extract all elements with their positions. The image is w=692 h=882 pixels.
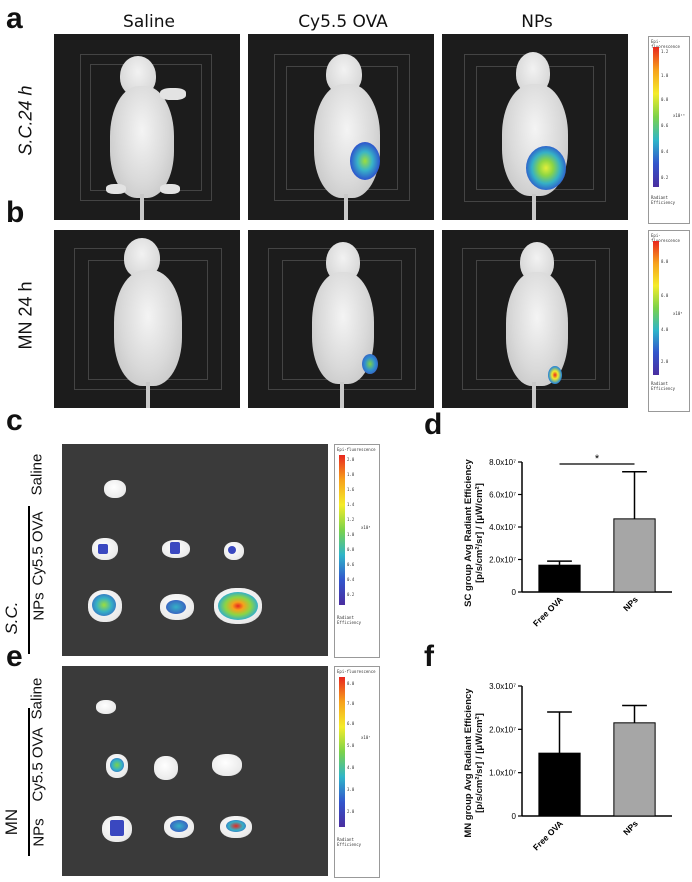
colorbar-e-tick: 4.0 <box>347 765 355 770</box>
colorbar-a-tick: 1.0 <box>661 73 669 78</box>
colorbar-c-tick: 1.8 <box>347 472 355 477</box>
colorbar-b-tick: 2.0 <box>661 359 669 364</box>
panel-letter-a: a <box>6 2 23 35</box>
colorbar-c-tick: 2.0 <box>347 457 355 462</box>
organ-row-label-cy55-ova: Cy5.5 OVA <box>29 727 47 802</box>
chart-f-category-label: NPs <box>621 818 640 837</box>
chart-f-y-tick-label: 0 <box>512 812 517 821</box>
colorbar-e-tick: 5.0 <box>347 743 355 748</box>
image-a-cy55-ova <box>248 34 434 220</box>
colorbar-c-tick: 1.2 <box>347 517 355 522</box>
colorbar-b-tick: 4.0 <box>661 327 669 332</box>
panel-letter-b: b <box>6 196 25 229</box>
group-divider-e <box>28 708 30 856</box>
colorbar-b-title: Epi-fluorescence <box>651 233 680 243</box>
image-a-nps <box>442 34 628 220</box>
colorbar-a-tick: 0.6 <box>661 123 669 128</box>
column-header-saline: Saline <box>123 12 175 32</box>
panel-letter-c: c <box>6 404 23 437</box>
colorbar-b-footer: Radiant Efficiency <box>651 381 676 391</box>
column-header-cy55-ova: Cy5.5 OVA <box>298 12 388 32</box>
colorbar-b-tick: 8.0 <box>661 259 669 264</box>
colorbar-c-tick: 0.2 <box>347 592 355 597</box>
organ-row-label-nps: NPs <box>30 592 48 621</box>
colorbar-c-title: Epi-fluorescence <box>337 447 376 452</box>
colorbar-a-tick: 1.2 <box>661 49 669 54</box>
colorbar-e-tick: 3.0 <box>347 787 355 792</box>
colorbar-c-tick: 1.6 <box>347 487 355 492</box>
panel-letter-d: d <box>424 408 443 441</box>
chart-d-bar <box>613 518 656 593</box>
chart-d: 0 2.0x10⁷ 4.0x10⁷ 6.0x10⁷ 8.0x10⁷ Free OVA NPs… <box>489 453 672 628</box>
colorbar-b: Epi-fluorescence 8.0 6.0 x10⁹ 4.0 2.0 Ra… <box>648 230 690 412</box>
colorbar-c-tick: 0.8 <box>347 547 355 552</box>
chart-f-y-tick-label: 1.0x10⁷ <box>489 769 516 778</box>
chart-d-y-tick-label: 0 <box>512 588 517 597</box>
colorbar-e-footer: Radiant Efficiency <box>337 837 362 847</box>
colorbar-e-title: Epi-fluorescence <box>337 669 376 674</box>
colorbar-a-tick: 0.2 <box>661 175 669 180</box>
image-a-saline <box>54 34 240 220</box>
group-label-mn: MN <box>2 808 21 836</box>
panel-letter-e: e <box>6 640 23 673</box>
colorbar-a-unit: x10¹⁰ <box>673 113 686 118</box>
colorbar-e-tick: 6.0 <box>347 721 355 726</box>
colorbar-e-unit: x10⁷ <box>361 735 371 740</box>
row-label-sc-24h: S.C.24 h <box>15 85 36 156</box>
image-e-organs <box>62 666 328 876</box>
chart-f-bar <box>538 752 581 817</box>
image-b-cy55-ova <box>248 230 434 408</box>
colorbar-c-tick: 1.0 <box>347 532 355 537</box>
chart-d-category-label: NPs <box>621 594 640 613</box>
row-label-mn-24h: MN 24 h <box>15 281 36 350</box>
chart-d-significance-star: * <box>595 453 600 465</box>
colorbar-c-tick: 1.4 <box>347 502 355 507</box>
chart-d-y-tick-label: 8.0x10⁷ <box>489 458 516 467</box>
colorbar-c: Epi-fluorescence 2.0 1.8 1.6 1.4 1.2 x10… <box>334 444 380 658</box>
colorbar-c-unit: x10⁸ <box>361 525 371 530</box>
chart-d-y-tick-label: 2.0x10⁷ <box>489 556 516 565</box>
panel-letter-f: f <box>424 640 434 673</box>
chart-f-bar <box>613 722 656 817</box>
colorbar-b-unit: x10⁹ <box>673 311 683 316</box>
colorbar-b-tick: 6.0 <box>661 293 669 298</box>
organ-row-label-nps: NPs <box>30 818 48 847</box>
colorbar-e-tick: 8.0 <box>347 681 355 686</box>
chart-f-category-label: Free OVA <box>531 818 565 852</box>
colorbar-a: Epi-fluorescence 1.2 1.0 0.8 x10¹⁰ 0.6 0… <box>648 36 690 224</box>
colorbar-a-tick: 0.4 <box>661 149 669 154</box>
colorbar-a-tick: 0.8 <box>661 97 669 102</box>
chart-f-y-tick-label: 3.0x10⁷ <box>489 682 516 691</box>
colorbar-a-title: Epi-fluorescence <box>651 39 680 49</box>
image-c-organs <box>62 444 328 656</box>
chart-d-y-tick-label: 6.0x10⁷ <box>489 491 516 500</box>
group-label-sc: S.C. <box>2 601 21 635</box>
colorbar-c-tick: 0.4 <box>347 577 355 582</box>
colorbar-e-tick: 7.0 <box>347 701 355 706</box>
colorbar-e-tick: 2.0 <box>347 809 355 814</box>
colorbar-e: Epi-fluorescence 8.0 7.0 6.0 x10⁷ 5.0 4.… <box>334 666 380 878</box>
chart-f-y-tick-label: 2.0x10⁷ <box>489 725 516 734</box>
chart-d-category-label: Free OVA <box>531 594 565 628</box>
colorbar-c-footer: Radiant Efficiency <box>337 615 362 625</box>
image-b-nps <box>442 230 628 408</box>
chart-f: 0 1.0x10⁷ 2.0x10⁷ 3.0x10⁷ Free OVA NPs <box>489 682 672 852</box>
chart-d-y-tick-label: 4.0x10⁷ <box>489 523 516 532</box>
column-header-nps: NPs <box>521 12 553 32</box>
colorbar-a-footer: Radiant Efficiency <box>651 195 676 205</box>
group-divider-c <box>28 506 30 654</box>
colorbar-c-tick: 0.6 <box>347 562 355 567</box>
chart-d-bar <box>538 564 581 593</box>
image-b-saline <box>54 230 240 408</box>
